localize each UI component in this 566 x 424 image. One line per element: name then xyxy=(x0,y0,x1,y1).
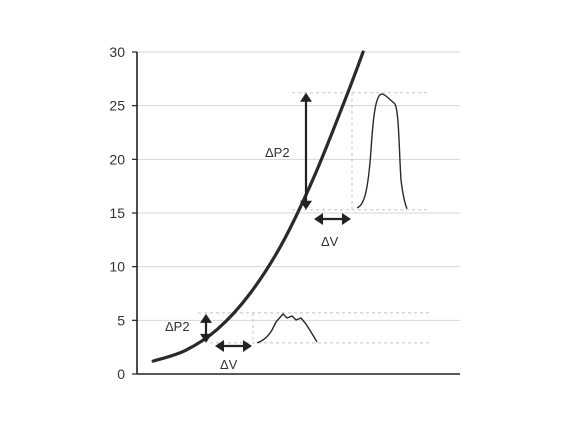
delta-v-arrow-upper-head-right xyxy=(342,213,351,225)
delta-v-arrow-lower-head-right xyxy=(243,340,252,352)
delta-v-label-upper: ΔV xyxy=(321,234,339,249)
pulse-layer xyxy=(256,93,408,344)
pulse-upper xyxy=(356,93,408,210)
delta-p2-arrow-upper-head-top xyxy=(300,92,312,102)
y-tick-label-5: 5 xyxy=(117,312,125,328)
delta-p2-label-upper: ΔP2 xyxy=(265,145,290,160)
y-tick-labels: 0 5 10 15 20 25 30 xyxy=(109,44,125,382)
delta-v-arrow-upper-head-left xyxy=(314,213,323,225)
pressure-volume-curve xyxy=(151,50,365,363)
y-tick-label-25: 25 xyxy=(109,98,125,114)
annotation-labels: ΔP2 ΔV ΔP2 ΔV xyxy=(165,145,339,372)
annotation-arrows xyxy=(200,92,351,352)
y-tick-label-20: 20 xyxy=(109,151,125,167)
y-tick-label-30: 30 xyxy=(109,44,125,60)
guide-layer xyxy=(198,92,432,344)
delta-p2-arrow-upper-head-bottom xyxy=(300,200,312,210)
delta-v-arrow-lower-head-left xyxy=(215,340,224,352)
curve-layer xyxy=(151,50,365,363)
delta-v-label-lower: ΔV xyxy=(220,357,238,372)
y-tick-label-15: 15 xyxy=(109,205,125,221)
y-tick-label-10: 10 xyxy=(109,259,125,275)
axis-layer xyxy=(132,51,460,375)
y-tick-label-0: 0 xyxy=(117,366,125,382)
delta-p2-label-lower: ΔP2 xyxy=(165,319,190,334)
pulse-lower xyxy=(256,313,318,344)
delta-p2-arrow-lower-head-top xyxy=(200,313,212,323)
grid-layer xyxy=(137,51,460,321)
delta-p2-arrow-lower-head-bottom xyxy=(200,333,212,343)
